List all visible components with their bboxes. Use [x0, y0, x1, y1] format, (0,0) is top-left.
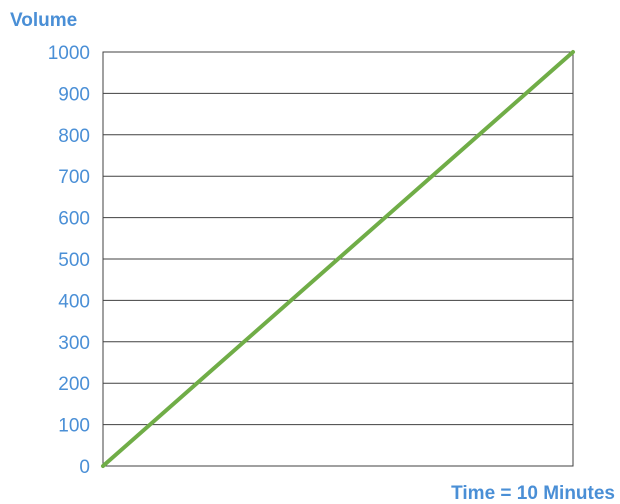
series-layer: [101, 50, 575, 468]
y-tick-label: 200: [58, 374, 90, 395]
y-axis-title: Volume: [10, 10, 77, 31]
y-tick-label: 400: [58, 291, 90, 312]
y-tick-label: 600: [58, 209, 90, 230]
plot-area-border: [102, 51, 574, 467]
x-axis-title: Time = 10 Minutes: [451, 483, 615, 504]
y-tick-label: 700: [58, 167, 90, 188]
y-tick-label: 800: [58, 126, 90, 147]
y-tick-label: 500: [58, 250, 90, 271]
series-line: [101, 50, 575, 468]
y-tick-label: 100: [58, 416, 90, 437]
y-tick-label: 300: [58, 333, 90, 354]
y-tick-labels: 0 100 200 300 400 500 600 700 800 900 1000: [48, 43, 90, 478]
y-tick-label: 0: [79, 457, 90, 478]
y-tick-label: 900: [58, 84, 90, 105]
y-tick-label: 1000: [48, 43, 90, 64]
